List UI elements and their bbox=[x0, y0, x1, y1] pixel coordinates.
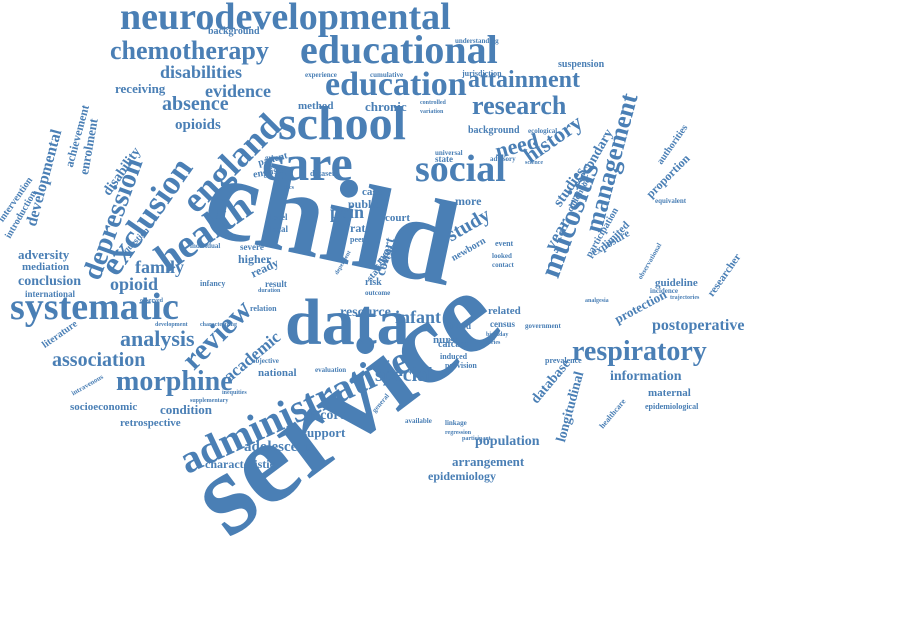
word-variation: advisory bbox=[490, 156, 516, 163]
word-objective: objective bbox=[252, 358, 279, 365]
word-provision: provision bbox=[445, 362, 477, 370]
word-participant: variation bbox=[420, 109, 443, 115]
word-socioeconomic: socioeconomic bbox=[70, 402, 137, 413]
word-more: more bbox=[455, 195, 481, 207]
word-adolescent: adolescent bbox=[244, 440, 311, 455]
word-information: information bbox=[610, 370, 682, 384]
word-development: supplementary bbox=[190, 398, 228, 404]
word-observational: trajectories bbox=[670, 295, 699, 301]
word-duration: characterizing bbox=[200, 322, 237, 328]
word-opioids: background bbox=[468, 126, 520, 136]
word-national: national bbox=[258, 368, 297, 379]
word-respiratory: respiratory bbox=[572, 338, 707, 366]
word-looked: looked bbox=[492, 253, 512, 260]
word-census: census bbox=[490, 320, 515, 329]
word-individual: development bbox=[155, 322, 188, 328]
word-available: series bbox=[486, 340, 500, 346]
word-advisory: group bbox=[265, 155, 283, 162]
word-birthday: linkage bbox=[445, 420, 467, 427]
word-inequities: available bbox=[405, 418, 432, 425]
word-support: support bbox=[302, 426, 345, 439]
word-condition: condition bbox=[160, 403, 212, 416]
word-characterizing: intravenous bbox=[71, 374, 105, 398]
word-association: association bbox=[52, 350, 145, 370]
word-international: international bbox=[25, 290, 75, 299]
word-infancy: infancy bbox=[200, 280, 225, 288]
word-suspension: suspension bbox=[558, 60, 604, 70]
word-history: opioids bbox=[175, 118, 221, 133]
word-severe: severe bbox=[240, 243, 264, 252]
word-event: event bbox=[495, 240, 513, 248]
word-equivalent: incidence bbox=[650, 288, 678, 295]
word-government: government bbox=[525, 323, 561, 330]
word-adversity: adversity bbox=[18, 248, 69, 261]
word-general: birthday bbox=[486, 332, 508, 338]
word-experience: experience bbox=[305, 72, 337, 79]
word-retrospective: retrospective bbox=[120, 418, 181, 429]
word-group: state bbox=[435, 155, 453, 164]
word-contact: contact bbox=[492, 262, 514, 269]
word-researcher: researcher bbox=[706, 252, 744, 299]
word-incidence: analgesia bbox=[585, 298, 609, 304]
word-meta: outcome bbox=[365, 290, 390, 297]
word-academic: morphine bbox=[116, 368, 233, 396]
word-epidemiological: epidemiological bbox=[645, 403, 698, 411]
word-observed: individual bbox=[190, 243, 220, 250]
word-ecological: ecological bbox=[528, 128, 557, 135]
word-conclusion: conclusion bbox=[18, 275, 81, 289]
word-cafcass: cafcass bbox=[438, 340, 468, 350]
word-local: local bbox=[270, 225, 288, 234]
word-relation: relation bbox=[250, 305, 277, 313]
word-understanding: understanding bbox=[455, 38, 499, 45]
word-characteristic: characteristic bbox=[205, 458, 275, 470]
word-method: method bbox=[298, 101, 333, 112]
word-postoperative: postoperative bbox=[652, 318, 744, 334]
word-educational: educational bbox=[300, 30, 498, 70]
word-participation: equivalent bbox=[655, 198, 686, 205]
word-universal: science bbox=[525, 160, 543, 166]
word-childhood: observational bbox=[637, 242, 663, 281]
word-supplementary: inequities bbox=[222, 390, 247, 396]
word-peer: peer bbox=[350, 236, 365, 244]
word-arrangement: arrangement bbox=[452, 455, 524, 468]
word-induced: induced bbox=[440, 353, 467, 361]
word-level: level bbox=[270, 213, 288, 222]
word-jurisdiction: jurisdiction bbox=[462, 70, 502, 78]
word-opioid: opioid bbox=[110, 275, 158, 293]
word-public: public bbox=[348, 198, 380, 210]
word-related: related bbox=[488, 306, 521, 317]
word-linkage: participant bbox=[462, 436, 491, 442]
word-rate: rate bbox=[350, 222, 371, 234]
word-regression: controlled bbox=[420, 100, 446, 106]
word-record: record bbox=[308, 409, 347, 423]
word-mediation: mediation bbox=[22, 262, 69, 273]
word-healthcare: healthcare bbox=[598, 398, 627, 431]
word-background: background bbox=[208, 27, 260, 37]
word-trajectories: observed bbox=[140, 298, 163, 304]
word-entry: resource bbox=[340, 306, 391, 320]
word-cumulative: cumulative bbox=[370, 72, 403, 79]
word-science: chcs bbox=[283, 185, 294, 191]
word-analysis: analysis bbox=[120, 328, 195, 350]
word-absence: absence bbox=[162, 94, 229, 114]
word-question: duration bbox=[258, 288, 280, 294]
word-court: court bbox=[385, 213, 410, 224]
word-epidemiology: epidemiology bbox=[428, 470, 496, 482]
word-cohort: infant bbox=[395, 308, 441, 326]
word-infant: special bbox=[375, 365, 433, 385]
word-linked: linked bbox=[447, 322, 471, 331]
word-research: research bbox=[472, 93, 566, 119]
word-evaluation: evaluation bbox=[315, 367, 346, 374]
word-chronic: chronic bbox=[365, 100, 407, 113]
word-case: case bbox=[362, 187, 382, 198]
word-disabilities: disabilities bbox=[160, 63, 242, 81]
word-maternal: maternal bbox=[648, 388, 691, 399]
word-receiving: receiving bbox=[115, 82, 165, 95]
word-dataset: dataset bbox=[310, 170, 334, 178]
word-prevalence: prevalence bbox=[545, 357, 582, 365]
word-chemotherapy: chemotherapy bbox=[110, 38, 269, 64]
